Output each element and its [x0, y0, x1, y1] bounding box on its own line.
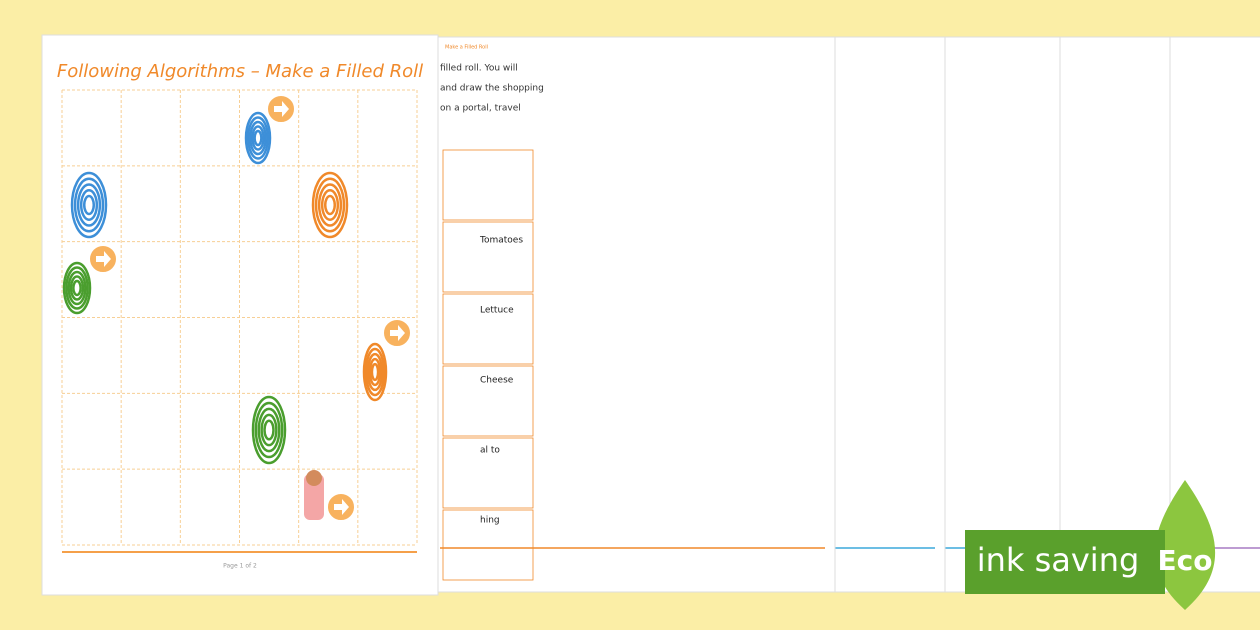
sheet-paper [434, 36, 836, 593]
sheet-title: Following Algorithms – Make a Filled Rol… [57, 61, 423, 82]
spiral [251, 395, 287, 465]
spiral [69, 275, 85, 301]
spiral [251, 125, 265, 151]
badge-text: ink saving [977, 541, 1140, 579]
spiral [370, 362, 380, 382]
arrow [334, 499, 349, 515]
grid-cell [442, 293, 534, 365]
badge-bg [965, 530, 1165, 594]
spiral [317, 183, 343, 227]
spiral [323, 194, 337, 216]
arrow [96, 251, 111, 267]
grid-cell [442, 221, 534, 293]
spiral [82, 194, 96, 216]
sheet: Make a Filled Roll filled roll. You will a… [434, 36, 836, 593]
sheet-header: Make a Filled Roll [445, 45, 488, 51]
spiral [260, 413, 278, 447]
arrow [274, 101, 289, 117]
spiral [246, 116, 270, 160]
eco-badge: ink saving Eco [965, 480, 1216, 610]
footer: Page 1 of 2 [223, 563, 257, 570]
spiral [364, 347, 386, 397]
spiral [73, 177, 105, 233]
grid-cell [442, 437, 534, 509]
grid-cell [442, 365, 534, 437]
cell-label: Cheese [480, 376, 514, 386]
spiral [67, 270, 87, 306]
grid-cell [442, 509, 534, 581]
spiral [79, 189, 99, 221]
sheet-line: and draw the shopping [440, 84, 544, 94]
sheet-line: filled roll. You will [440, 64, 518, 74]
grid-cell [442, 149, 534, 221]
spiral [65, 266, 89, 310]
spiral [320, 189, 340, 221]
cell-label: Tomatoes [479, 236, 523, 246]
spiral [263, 419, 275, 441]
spiral [72, 279, 82, 297]
leaf [1154, 480, 1216, 610]
spiral [366, 352, 384, 392]
spiral [253, 129, 263, 147]
cell-label: al to [480, 446, 500, 456]
spiral [368, 357, 382, 387]
badge-eco: Eco [1158, 544, 1213, 577]
sheet-line: on a portal, travel [440, 104, 521, 114]
cell-label: hing [480, 516, 500, 526]
spiral [254, 401, 284, 459]
spiral [249, 120, 267, 156]
main-sheet: Following Algorithms – Make a Filled Rol… [41, 34, 439, 596]
sheet-stack: What is for Lunch?lunch that each ofFood… [434, 36, 1260, 593]
spiral [70, 171, 108, 239]
spiral [314, 177, 346, 233]
spiral [311, 171, 349, 239]
grid [61, 89, 418, 546]
arrow [390, 325, 405, 341]
spiral [257, 407, 281, 453]
spiral [76, 183, 102, 227]
cell-label: Lettuce [480, 306, 514, 316]
girl-head [306, 470, 322, 486]
girl [304, 474, 324, 520]
